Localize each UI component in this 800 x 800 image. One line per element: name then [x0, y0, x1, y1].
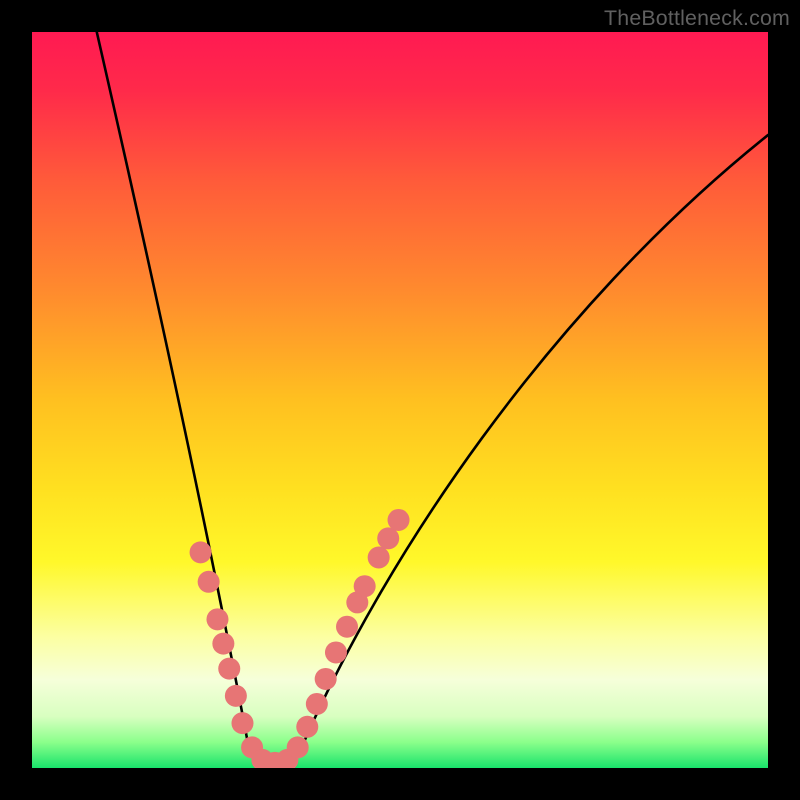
marker-dot	[218, 658, 240, 680]
marker-dot	[377, 527, 399, 549]
marker-dot	[212, 633, 234, 655]
gradient-background	[32, 32, 768, 768]
marker-dot	[231, 712, 253, 734]
marker-dot	[287, 736, 309, 758]
marker-dot	[296, 716, 318, 738]
chart-stage: TheBottleneck.com	[0, 0, 800, 800]
plot-svg	[32, 32, 768, 768]
marker-dot	[206, 608, 228, 630]
marker-dot	[198, 571, 220, 593]
marker-dot	[336, 616, 358, 638]
plot-area	[32, 32, 768, 768]
marker-dot	[315, 668, 337, 690]
marker-dot	[368, 547, 390, 569]
marker-dot	[190, 541, 212, 563]
marker-dot	[388, 509, 410, 531]
marker-dot	[225, 685, 247, 707]
marker-dot	[306, 693, 328, 715]
marker-dot	[325, 641, 347, 663]
marker-dot	[354, 575, 376, 597]
watermark-text: TheBottleneck.com	[604, 6, 790, 31]
